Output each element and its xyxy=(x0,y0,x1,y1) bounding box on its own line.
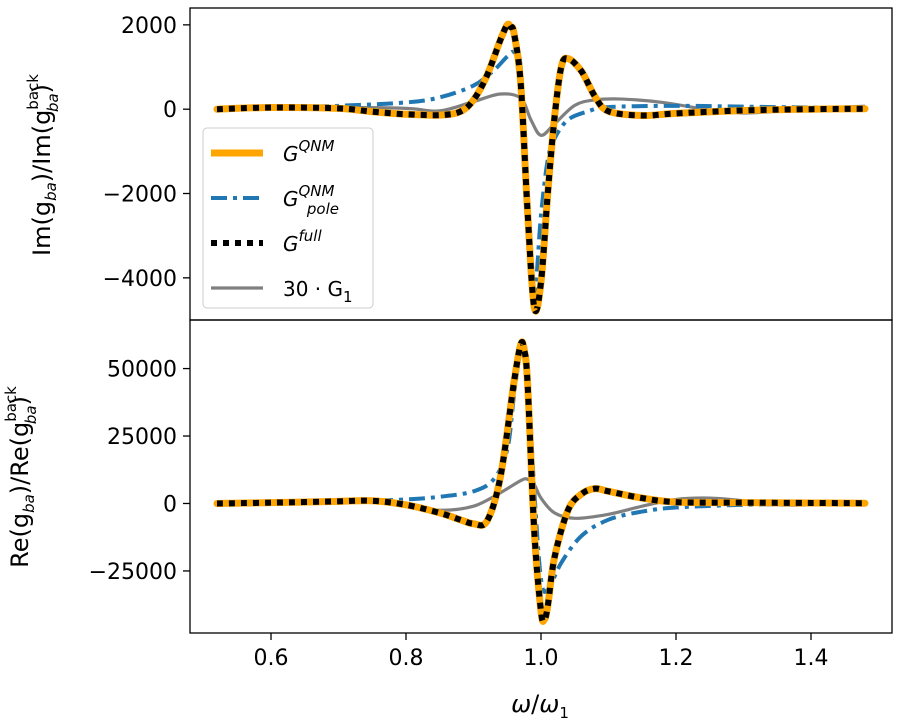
x-tick-label: 1.2 xyxy=(659,646,694,671)
bottom-x-ticks: 0.6 0.8 1.0 1.2 1.4 xyxy=(254,633,829,671)
legend-box xyxy=(202,127,374,309)
bottom-series-black-dotted xyxy=(216,338,866,625)
bottom-y-tick-label: −25000 xyxy=(89,560,177,585)
top-y-tick-label: −2000 xyxy=(103,183,177,208)
bottom-y-tick-label: 50000 xyxy=(107,358,177,383)
legend-label-gray-solid: 30 · G1 xyxy=(283,277,353,306)
x-tick-label: 1.4 xyxy=(794,646,829,671)
x-axis-label: ω/ω1 xyxy=(511,690,569,720)
bottom-series-orange-solid xyxy=(213,338,869,625)
top-series-black-dotted xyxy=(216,21,866,315)
top-y-tick-label: 2000 xyxy=(121,14,177,39)
top-y-axis-label: Im(gba)/Im(gback ba) xyxy=(24,74,62,256)
bottom-panel: 50000 25000 0 −25000 0.6 0.8 1.0 1.2 1.4 Re(gba… xyxy=(2,319,893,720)
x-tick-label: 0.6 xyxy=(254,646,289,671)
top-y-tick-label: 0 xyxy=(163,98,177,123)
bottom-y-axis-label: Re(gba)/Re(gback ba) xyxy=(2,386,40,568)
bottom-y-ticks: 50000 25000 0 −25000 xyxy=(89,358,190,585)
x-tick-label: 1.0 xyxy=(524,646,559,671)
bottom-y-tick-label: 25000 xyxy=(107,425,177,450)
bottom-y-tick-label: 0 xyxy=(163,492,177,517)
top-plot-area xyxy=(213,20,869,315)
bottom-plot-area xyxy=(213,338,869,625)
legend-label-orange-solid: GQNM xyxy=(283,137,335,166)
legend-label-black-dotted: Gfull xyxy=(283,227,322,256)
x-tick-label: 0.8 xyxy=(389,646,424,671)
top-panel: 2000 0 −2000 −4000 Im(gba)/Im(gback ba) GQNM… xyxy=(24,7,893,321)
legend: GQNM GQNM pole Gfull 30 · G1 xyxy=(202,127,374,309)
top-y-ticks: 2000 0 −2000 −4000 xyxy=(103,14,190,292)
bottom-series-blue-dashdot xyxy=(216,339,866,594)
top-y-tick-label: −4000 xyxy=(103,267,177,292)
legend-label-blue-dashdot: GQNM pole xyxy=(283,182,339,218)
